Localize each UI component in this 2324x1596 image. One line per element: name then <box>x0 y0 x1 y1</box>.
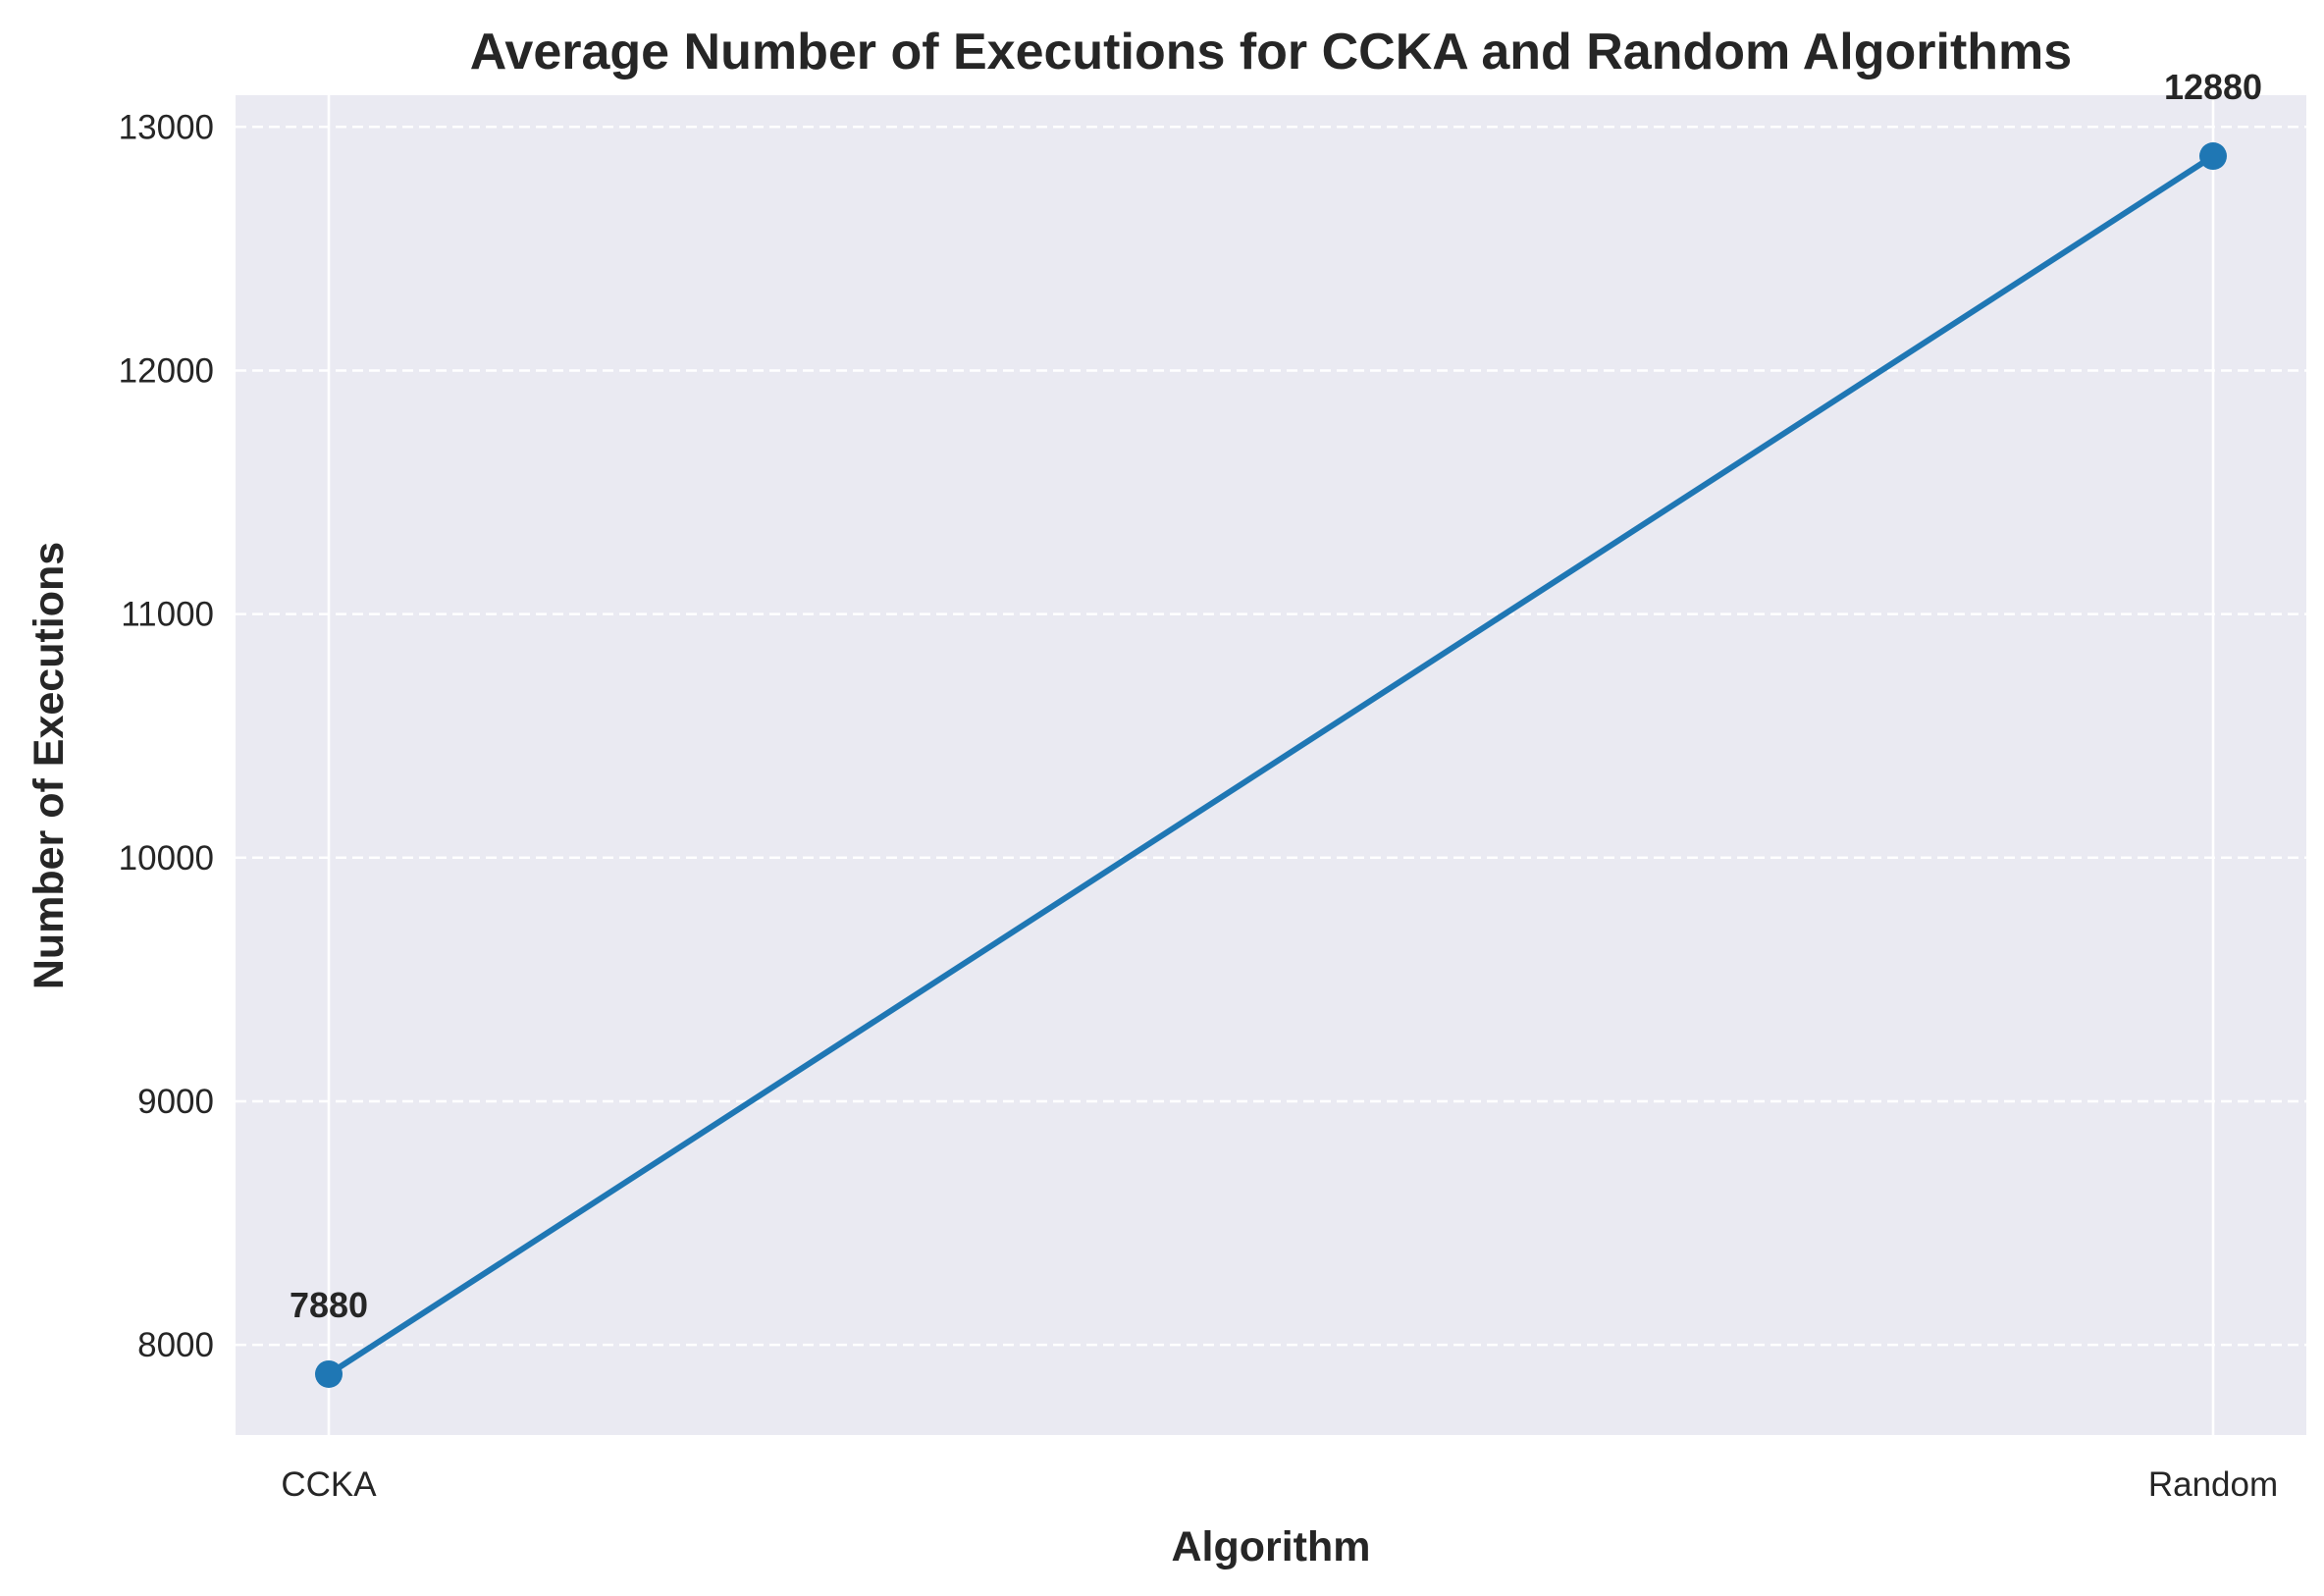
data-label: 12880 <box>2164 67 2262 107</box>
series-layer <box>315 142 2227 1388</box>
x-tick-label: Random <box>2148 1465 2278 1504</box>
grid-lines <box>236 95 2306 1435</box>
y-axis-title: Number of Executions <box>26 542 73 989</box>
data-label: 7880 <box>290 1285 368 1325</box>
y-tick-label: 13000 <box>119 108 214 146</box>
chart-title: Average Number of Executions for CCKA an… <box>470 24 2072 80</box>
y-tick-label: 8000 <box>137 1326 214 1364</box>
series-line <box>326 153 2216 1377</box>
x-tick-label: CCKA <box>281 1465 377 1504</box>
x-axis-title: Algorithm <box>1171 1523 1370 1570</box>
y-tick-label: 9000 <box>137 1083 214 1121</box>
y-tick-label: 10000 <box>119 839 214 878</box>
tick-labels: 8000 9000 10000 11000 12000 13000 CCKA Random <box>119 108 2278 1504</box>
data-labels: 7880 12880 <box>290 67 2262 1325</box>
data-point <box>2199 142 2227 171</box>
y-tick-label: 12000 <box>119 351 214 390</box>
data-point <box>315 1359 343 1388</box>
y-tick-label: 11000 <box>121 596 214 634</box>
